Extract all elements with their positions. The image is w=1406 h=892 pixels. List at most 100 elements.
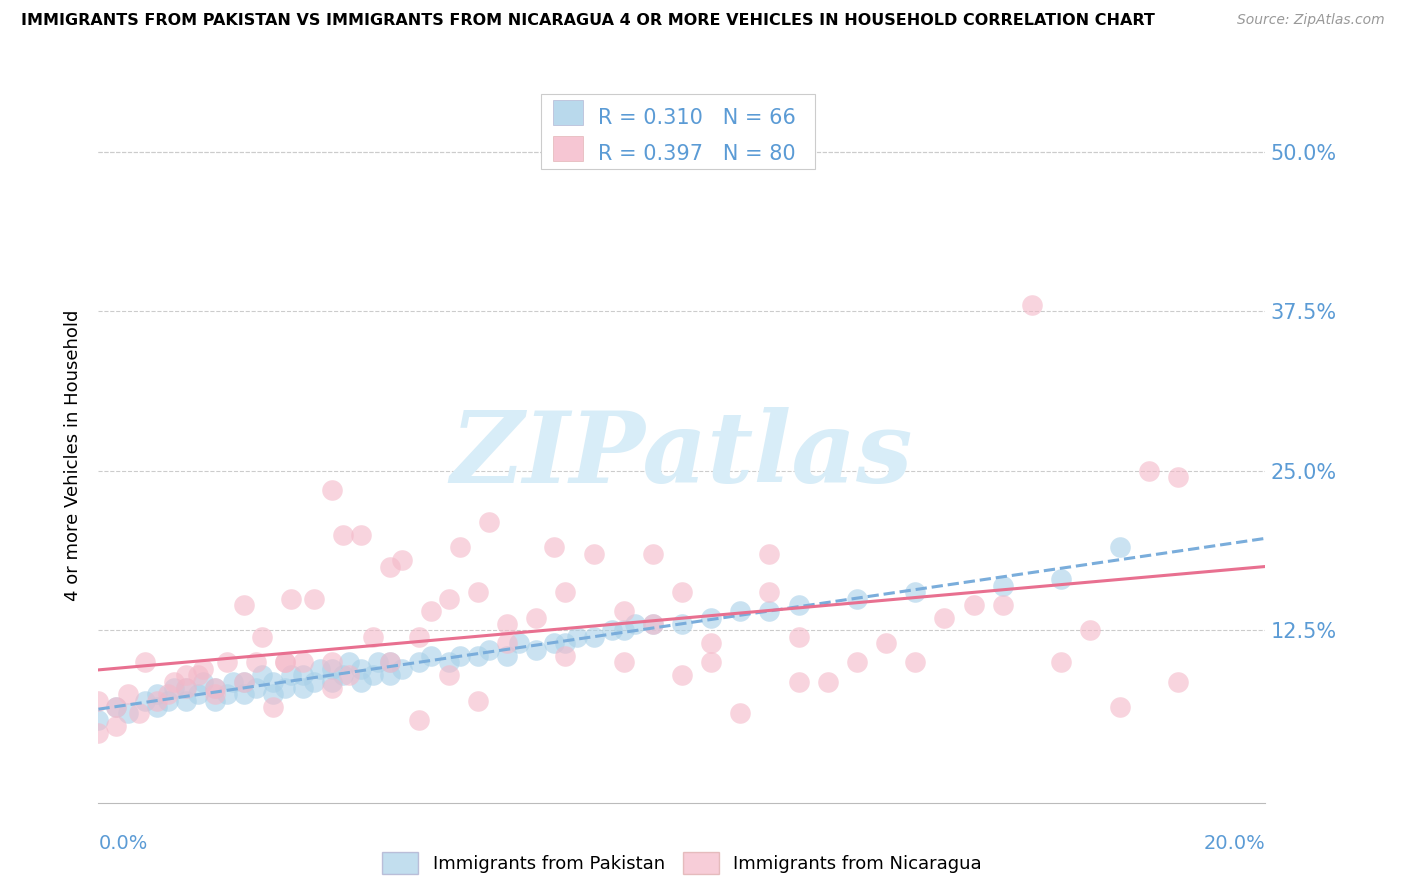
Point: [524, 610, 547, 624]
Point: [495, 617, 517, 632]
Point: [221, 674, 243, 689]
Point: [495, 636, 517, 650]
Point: [233, 674, 256, 689]
Text: 0.0%: 0.0%: [98, 834, 148, 853]
Point: [146, 687, 169, 701]
Point: [134, 694, 156, 708]
Point: [408, 656, 430, 670]
Point: [157, 694, 180, 708]
Point: [174, 681, 197, 695]
Point: [437, 668, 460, 682]
Point: [1050, 573, 1073, 587]
Point: [543, 541, 565, 555]
Point: [187, 668, 209, 682]
Point: [467, 585, 489, 599]
Point: [233, 598, 256, 612]
Point: [565, 630, 588, 644]
Point: [291, 681, 314, 695]
Point: [291, 668, 314, 682]
Point: [420, 648, 443, 663]
Point: [321, 662, 343, 676]
Point: [583, 630, 606, 644]
Point: [671, 668, 693, 682]
Point: [554, 585, 576, 599]
Point: [508, 636, 530, 650]
Point: [361, 630, 384, 644]
Point: [87, 713, 110, 727]
Point: [391, 553, 413, 567]
Point: [204, 694, 226, 708]
Point: [787, 598, 810, 612]
Point: [962, 598, 984, 612]
Point: [875, 636, 897, 650]
Point: [845, 656, 868, 670]
Point: [524, 642, 547, 657]
Point: [332, 527, 354, 541]
Point: [467, 694, 489, 708]
Point: [350, 662, 373, 676]
Point: [612, 624, 634, 638]
Point: [624, 617, 647, 632]
Point: [321, 656, 343, 670]
Text: R = 0.397   N = 80: R = 0.397 N = 80: [598, 144, 796, 163]
Point: [274, 681, 297, 695]
Point: [671, 617, 693, 632]
Point: [174, 668, 197, 682]
Point: [274, 656, 297, 670]
Point: [87, 725, 110, 739]
Point: [350, 527, 373, 541]
Point: [337, 668, 360, 682]
Point: [991, 598, 1014, 612]
Point: [117, 706, 139, 721]
Point: [146, 700, 169, 714]
Point: [641, 547, 664, 561]
Point: [378, 668, 402, 682]
Point: [700, 656, 723, 670]
Point: [262, 700, 284, 714]
Point: [845, 591, 868, 606]
Text: Source: ZipAtlas.com: Source: ZipAtlas.com: [1237, 13, 1385, 28]
Point: [163, 681, 186, 695]
Text: IMMIGRANTS FROM PAKISTAN VS IMMIGRANTS FROM NICARAGUA 4 OR MORE VEHICLES IN HOUS: IMMIGRANTS FROM PAKISTAN VS IMMIGRANTS F…: [21, 13, 1154, 29]
Point: [361, 668, 384, 682]
Point: [250, 668, 273, 682]
Point: [1167, 674, 1189, 689]
Point: [367, 656, 389, 670]
Point: [262, 674, 284, 689]
Point: [904, 585, 927, 599]
Point: [104, 700, 127, 714]
Point: [495, 648, 517, 663]
Point: [350, 674, 373, 689]
Point: [1050, 656, 1073, 670]
Point: [612, 604, 634, 618]
Point: [233, 687, 256, 701]
Point: [758, 547, 780, 561]
Point: [304, 591, 326, 606]
Point: [87, 694, 110, 708]
Point: [128, 706, 150, 721]
Point: [193, 662, 215, 676]
Point: [233, 674, 256, 689]
Point: [337, 656, 360, 670]
Point: [174, 681, 197, 695]
Point: [408, 713, 430, 727]
Point: [250, 630, 273, 644]
Point: [378, 656, 402, 670]
Point: [612, 656, 634, 670]
Point: [262, 687, 284, 701]
Point: [193, 674, 215, 689]
Point: [449, 541, 471, 555]
Point: [934, 610, 956, 624]
Point: [215, 656, 238, 670]
Point: [391, 662, 413, 676]
Point: [543, 636, 565, 650]
Point: [554, 648, 576, 663]
Text: 20.0%: 20.0%: [1204, 834, 1265, 853]
Point: [1108, 700, 1130, 714]
Point: [1080, 624, 1102, 638]
Point: [146, 694, 169, 708]
Point: [378, 559, 402, 574]
Point: [104, 700, 127, 714]
Point: [274, 656, 297, 670]
Point: [245, 656, 267, 670]
